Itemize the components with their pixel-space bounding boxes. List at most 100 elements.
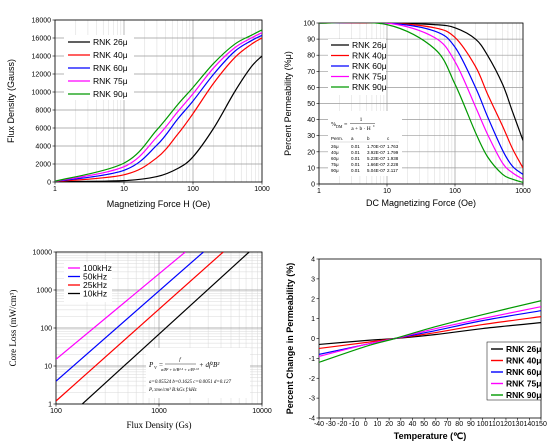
formula-sub: DM xyxy=(336,124,343,129)
legend-label: RNK 60μ xyxy=(352,61,387,71)
y-tick-label: 0 xyxy=(311,182,315,189)
x-tick-label: 120 xyxy=(500,421,512,428)
table-header: Perm. xyxy=(331,136,343,141)
x-tick-label: 110 xyxy=(489,421,500,428)
x-tick-label: 1 xyxy=(317,188,321,195)
y-tick-label: 18000 xyxy=(32,18,52,25)
x-axis-label: Flux Density (Gs) xyxy=(127,420,192,430)
legend-box xyxy=(64,262,112,302)
x-tick-label: 10 xyxy=(120,186,128,193)
series-line xyxy=(56,252,224,402)
y-tick-label: 50 xyxy=(307,101,315,108)
percent-permeability-chart: 1 10 100 1000 0 10 20 30 40 50 60 70 80 90 100 DC Magne… xyxy=(283,21,531,209)
x-tick-label: 90 xyxy=(467,421,475,428)
series-line xyxy=(319,23,523,175)
y-tick-label: 10 xyxy=(307,165,315,172)
legend-label: RNK 26μ xyxy=(506,344,541,354)
y-tick-label: 10000 xyxy=(33,250,53,257)
plot-frame xyxy=(318,22,524,185)
plot-frame xyxy=(55,251,263,405)
y-tick-label: -2 xyxy=(309,376,315,383)
y-tick-label: 1000 xyxy=(36,288,52,295)
core-loss-formula: P V = f a/B³ + b/B²·³ + c/B¹·⁶⁵+ df²B² a=0.05… xyxy=(146,348,250,398)
legend-label: 10kHz xyxy=(83,289,107,299)
y-tick-label: 8000 xyxy=(35,108,51,115)
x-tick-label: 40 xyxy=(409,421,417,428)
series-group xyxy=(56,252,250,404)
y-tick-label: 60 xyxy=(307,85,315,92)
table-cell: 2.228 xyxy=(387,162,399,167)
series-line xyxy=(319,322,541,346)
y-tick-label: 2 xyxy=(311,296,315,303)
x-tick-label: 70 xyxy=(444,421,452,428)
y-axis-label: Percent Change in Permeability (%) xyxy=(285,263,295,415)
legend-box xyxy=(328,39,386,95)
table-cell: 1.799 xyxy=(387,150,399,155)
y-tick-label: 10000 xyxy=(32,90,52,97)
table-cell: 60μ xyxy=(331,156,339,161)
y-tick-label: 6000 xyxy=(35,126,51,133)
formula-params: a=0.05524 b=0.1625 c=0.0051 d=0.127 xyxy=(149,380,231,385)
x-tick-label: 80 xyxy=(455,421,463,428)
formula-tail: + df²B² xyxy=(199,361,220,369)
core-loss-chart: 100 1000 10000 1 10 100 1000 10000 Flux Density … xyxy=(8,250,272,431)
x-tick-label: 100 xyxy=(477,421,489,428)
flux-density-chart: 1 10 100 1000020004000600080001000012000140… xyxy=(6,18,270,210)
x-axis-label: DC Magnetizing Force (Oe) xyxy=(366,198,476,208)
legend-label: RNK 90μ xyxy=(352,82,387,92)
series-line xyxy=(319,300,541,363)
x-tick-label: -30 xyxy=(326,421,336,428)
legend-label: RNK 40μ xyxy=(506,356,541,366)
y-tick-label: 0 xyxy=(47,180,51,187)
legend-label: RNK 40μ xyxy=(352,51,387,61)
formula-lhs: P xyxy=(148,361,154,369)
legend-label: RNK 26μ xyxy=(352,40,387,50)
y-tick-label: 12000 xyxy=(32,72,52,79)
plot-frame xyxy=(54,19,263,183)
legend-label: RNK 60μ xyxy=(93,63,128,73)
y-tick-label: 4 xyxy=(311,257,315,264)
series-line xyxy=(55,34,262,182)
series-line xyxy=(319,316,541,350)
legend-label: 50kHz xyxy=(83,272,107,282)
table-cell: 0.01 xyxy=(351,156,360,161)
x-tick-label: 1000 xyxy=(515,188,531,195)
y-tick-label: 1 xyxy=(311,316,315,323)
x-axis-label: Temperature (℃) xyxy=(394,431,466,441)
formula-lead: % xyxy=(331,122,336,128)
x-axis-label: Magnetizing Force H (Oe) xyxy=(107,199,211,209)
series-group xyxy=(55,29,262,182)
x-tick-label: 50 xyxy=(420,421,428,428)
x-tick-label: 10000 xyxy=(252,408,272,415)
table-cell: 90μ xyxy=(331,168,339,173)
plot-frame xyxy=(318,258,542,419)
table-cell: 2.117 xyxy=(387,168,398,173)
table-cell: 5.04E-07 xyxy=(367,168,386,173)
series-group xyxy=(319,300,541,363)
x-tick-label: 140 xyxy=(523,421,535,428)
legend-label: RNK 90μ xyxy=(93,89,128,99)
y-tick-label: 20 xyxy=(307,149,315,156)
formula-eq: = xyxy=(344,122,348,128)
x-tick-label: 100 xyxy=(449,188,461,195)
x-tick-label: 1 xyxy=(53,186,57,193)
y-tick-label: 80 xyxy=(307,53,315,60)
table-cell: 75μ xyxy=(331,162,339,167)
y-tick-label: 1 xyxy=(48,402,52,409)
formula-denominator: a + b · H xyxy=(351,126,371,132)
y-tick-label: 100 xyxy=(40,326,52,333)
y-tick-label: 10 xyxy=(44,364,52,371)
legend-label: RNK 40μ xyxy=(93,50,128,60)
y-tick-label: -3 xyxy=(309,396,315,403)
formula-exponent: c xyxy=(373,124,375,128)
x-tick-label: 0 xyxy=(364,421,368,428)
table-cell: 1.763 xyxy=(387,144,399,149)
table-cell: 26μ xyxy=(331,144,339,149)
table-cell: 40μ xyxy=(331,150,339,155)
x-tick-label: 1000 xyxy=(151,408,167,415)
legend-label: RNK 75μ xyxy=(93,76,128,86)
table-header: a xyxy=(351,136,354,141)
